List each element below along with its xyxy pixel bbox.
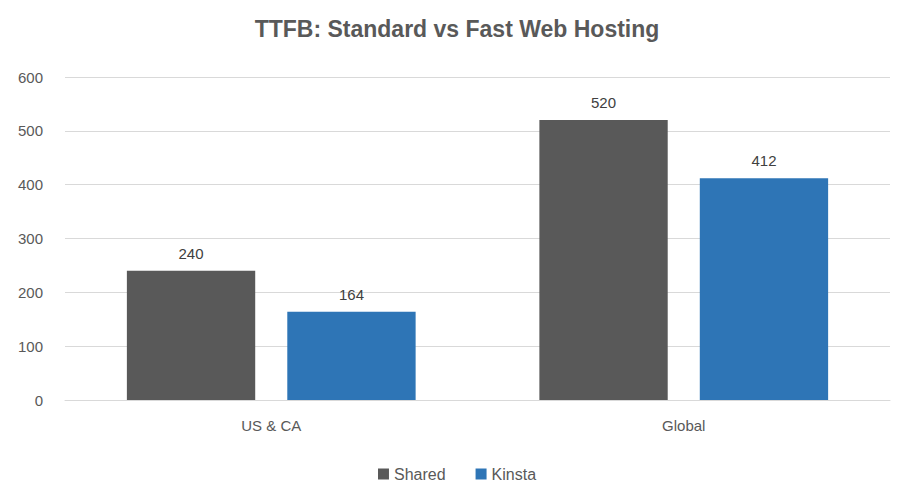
svg-text:Kinsta: Kinsta bbox=[492, 466, 537, 483]
svg-text:Shared: Shared bbox=[394, 466, 446, 483]
svg-text:412: 412 bbox=[751, 152, 776, 169]
svg-text:100: 100 bbox=[18, 338, 43, 355]
svg-text:0: 0 bbox=[35, 392, 43, 409]
svg-text:500: 500 bbox=[18, 122, 43, 139]
svg-text:520: 520 bbox=[591, 94, 616, 111]
svg-text:200: 200 bbox=[18, 284, 43, 301]
svg-text:TTFB: Standard vs Fast Web Hos: TTFB: Standard vs Fast Web Hosting bbox=[255, 16, 660, 42]
svg-text:600: 600 bbox=[18, 69, 43, 86]
svg-text:240: 240 bbox=[179, 245, 204, 262]
svg-text:US & CA: US & CA bbox=[241, 417, 301, 434]
svg-text:300: 300 bbox=[18, 230, 43, 247]
svg-text:400: 400 bbox=[18, 176, 43, 193]
svg-text:164: 164 bbox=[339, 286, 364, 303]
svg-text:Global: Global bbox=[662, 417, 705, 434]
